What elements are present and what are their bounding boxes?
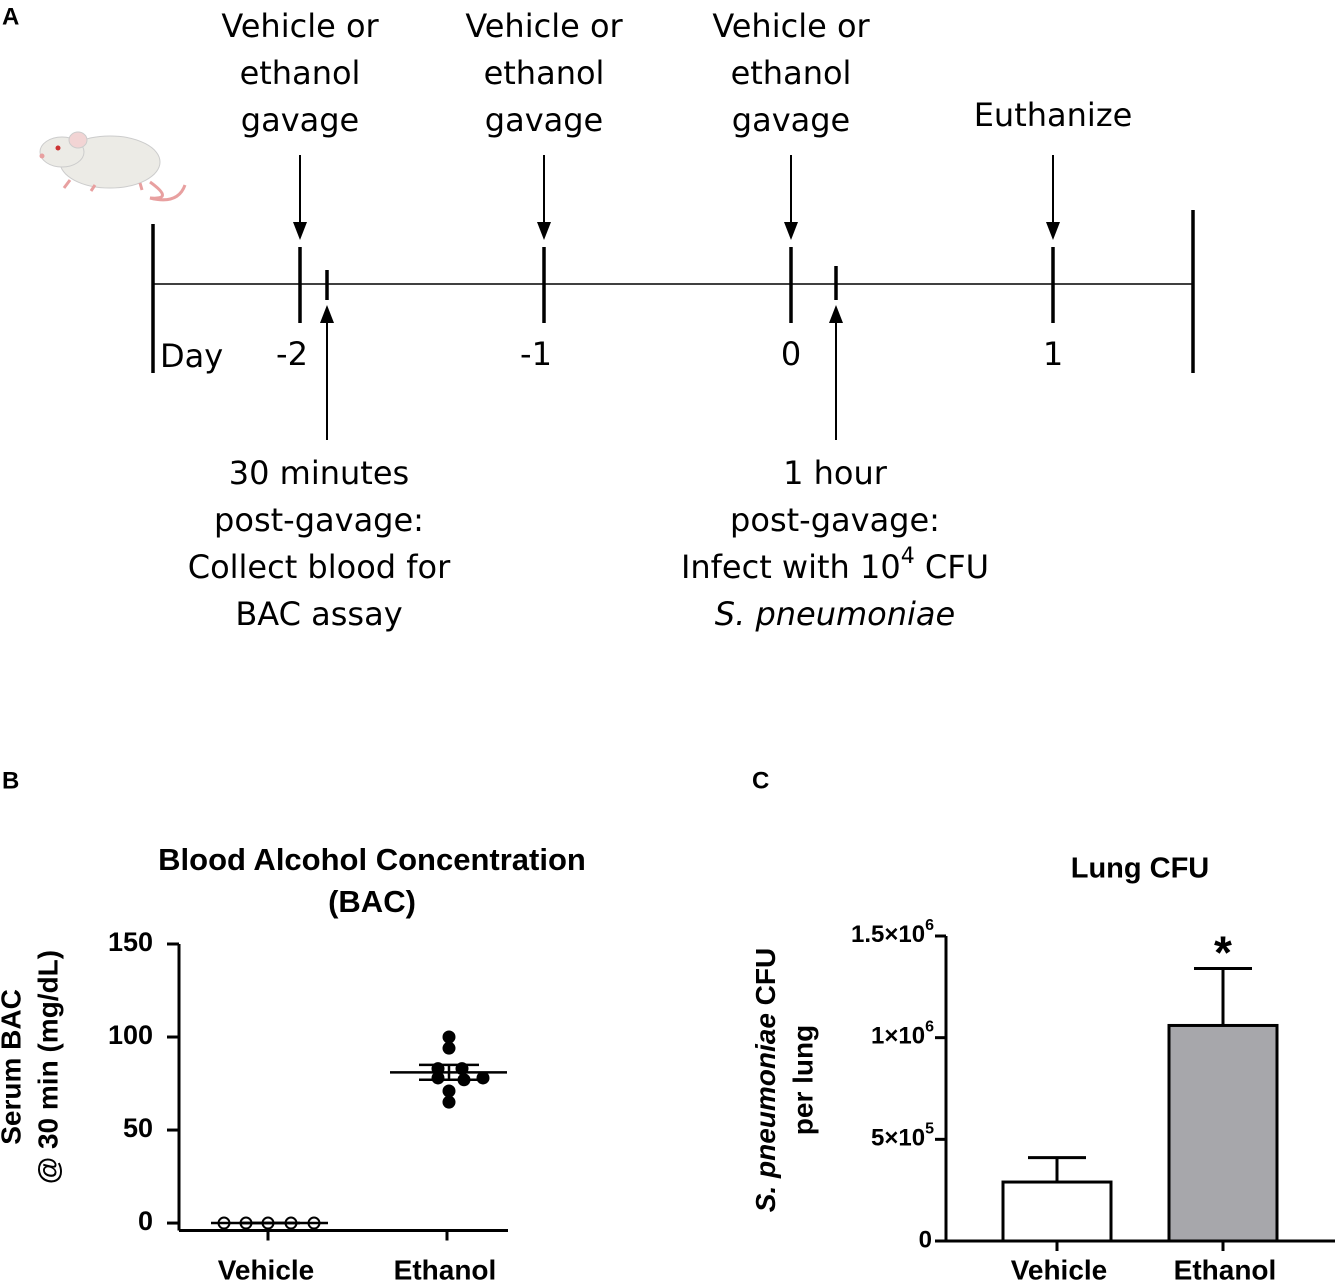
- y-tick-label: 0: [138, 1206, 153, 1236]
- x-tick-label: Ethanol: [1174, 1254, 1277, 1284]
- chart-title: Lung CFU: [1071, 853, 1210, 885]
- mouse-icon: [39, 131, 187, 202]
- note-line: BAC assay: [235, 595, 402, 633]
- day-number: -1: [520, 335, 552, 373]
- y-axis-label: S. pneumoniae CFU: [750, 948, 781, 1212]
- note-line: post-gavage:: [730, 501, 940, 539]
- y-tick-label: 100: [108, 1020, 153, 1050]
- event-label: ethanol: [240, 54, 361, 92]
- y-tick-label: 5×105: [871, 1121, 934, 1152]
- arrow-head: [320, 305, 334, 323]
- arrow-head: [1046, 222, 1060, 240]
- event-label: gavage: [241, 101, 359, 139]
- arrow-head: [537, 222, 551, 240]
- event-label: gavage: [485, 101, 603, 139]
- y-tick-label-exponent: 6: [925, 1019, 934, 1036]
- note-line: post-gavage:: [214, 501, 424, 539]
- arrow-head: [784, 222, 798, 240]
- event-label: Vehicle or: [465, 7, 623, 45]
- timeline-axis: [151, 210, 1195, 373]
- y-axis-label: @ 30 min (mg/dL): [32, 950, 63, 1184]
- significance-marker: *: [1214, 927, 1232, 979]
- bar: [1001, 1180, 1113, 1243]
- x-tick-label: Vehicle: [1011, 1254, 1108, 1284]
- panel-label: B: [2, 767, 19, 794]
- note-text: Infect with 10: [681, 548, 901, 586]
- data-point: [442, 1041, 456, 1055]
- chart-title: Blood Alcohol Concentration: [158, 842, 586, 877]
- chart-title: (BAC): [328, 884, 416, 919]
- data-point: [442, 1084, 456, 1098]
- data-point: [476, 1071, 490, 1085]
- day-number: -2: [276, 335, 308, 373]
- y-tick-label-base: 5×10: [871, 1125, 925, 1152]
- panel-label: A: [2, 3, 19, 30]
- note-line: Collect blood for: [188, 548, 451, 586]
- y-axis-label: per lung: [787, 1025, 818, 1135]
- note-line: 30 minutes: [229, 454, 409, 492]
- y-tick-label: 150: [108, 927, 153, 957]
- y-tick-label: 50: [123, 1113, 153, 1143]
- data-point: [431, 1071, 445, 1085]
- note-text: CFU: [915, 548, 989, 586]
- y-tick-label-exponent: 6: [925, 917, 934, 934]
- y-tick-label: 1.5×106: [851, 917, 934, 948]
- event-label: Euthanize: [974, 96, 1133, 134]
- note-line: 1 hour: [783, 454, 888, 492]
- note-superscript: 4: [901, 544, 915, 569]
- day-label: Day: [160, 337, 223, 375]
- y-tick-label-exponent: 5: [925, 1121, 934, 1138]
- event-label: Vehicle or: [712, 7, 870, 45]
- x-tick-label: Ethanol: [394, 1254, 497, 1284]
- data-point: [442, 1030, 456, 1044]
- y-axis-label: Serum BAC: [0, 989, 26, 1145]
- day-number: 1: [1043, 335, 1063, 373]
- y-tick-label-base: 1.5×10: [851, 921, 925, 948]
- event-label: ethanol: [484, 54, 605, 92]
- y-axis-label-italic: S. pneumoniae: [750, 1013, 781, 1212]
- arrow-head: [829, 305, 843, 323]
- event-label: gavage: [732, 101, 850, 139]
- y-tick-label: 1×106: [871, 1019, 934, 1050]
- panel-label: C: [752, 767, 769, 794]
- note-organism: S. pneumoniae: [715, 595, 955, 633]
- note-line: Infect with 104 CFU: [681, 544, 989, 586]
- event-label: Vehicle or: [221, 7, 379, 45]
- data-point: [442, 1095, 456, 1109]
- arrow-head: [293, 222, 307, 240]
- y-tick-label-base: 1×10: [871, 1023, 925, 1050]
- day-number: 0: [781, 335, 801, 373]
- bar: [1167, 1023, 1279, 1243]
- event-label: ethanol: [731, 54, 852, 92]
- y-axis-label-text: CFU: [750, 948, 781, 1013]
- x-tick-label: Vehicle: [218, 1254, 315, 1284]
- y-tick-label: 0: [919, 1226, 932, 1253]
